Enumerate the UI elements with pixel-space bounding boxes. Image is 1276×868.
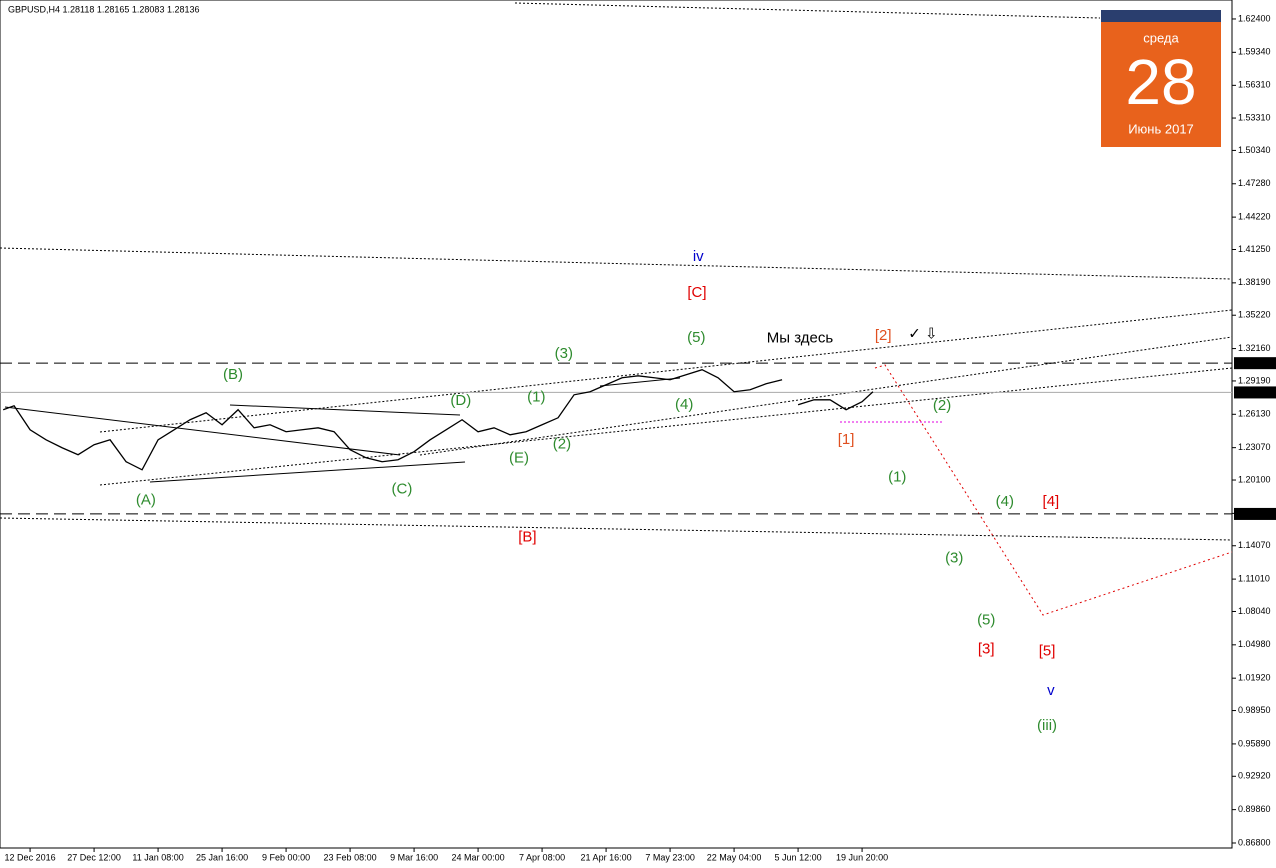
wave-label: Мы здесь: [767, 330, 834, 347]
wave-label: (1): [527, 389, 545, 406]
plot-frame: [0, 0, 1233, 849]
y-tick-label: 1.38190: [1238, 277, 1271, 287]
y-tick-label: 1.50340: [1238, 145, 1271, 155]
x-tick-label: 19 Jun 20:00: [836, 852, 888, 862]
wave-label: [3]: [978, 641, 995, 658]
price-line: [2, 369, 874, 471]
x-tick-label: 7 Apr 08:00: [519, 852, 565, 862]
wave-label: (3): [555, 345, 573, 362]
wave-label: [4]: [1043, 493, 1060, 510]
y-tick-label: 0.89860: [1238, 804, 1271, 814]
level-box: [1234, 386, 1276, 399]
y-tick-label: 1.20100: [1238, 474, 1271, 484]
trend-lines: [0, 2, 1233, 616]
y-tick-label: 1.32160: [1238, 343, 1271, 353]
wave-label: (iii): [1037, 717, 1057, 734]
y-tick-label: 0.98950: [1238, 705, 1271, 715]
wave-label: (4): [675, 396, 693, 413]
x-tick-label: 25 Jan 16:00: [196, 852, 248, 862]
y-tick-label: 1.62400: [1238, 13, 1271, 23]
wave-label: (A): [136, 492, 156, 509]
wave-label: (3): [945, 550, 963, 567]
wave-label: [B]: [518, 529, 536, 546]
y-tick-label: 1.35220: [1238, 310, 1271, 320]
y-tick-label: 0.95890: [1238, 738, 1271, 748]
y-tick-label: 1.53310: [1238, 112, 1271, 122]
x-tick-label: 21 Apr 16:00: [581, 852, 632, 862]
x-tick-label: 24 Mar 00:00: [452, 852, 505, 862]
wave-label: ✓ ⇩: [908, 325, 937, 342]
level-label: 1.28136: [1237, 387, 1270, 397]
y-tick-label: 1.47280: [1238, 178, 1271, 188]
wave-label: (2): [933, 397, 951, 414]
x-tick-label: 7 May 23:00: [645, 852, 695, 862]
wave-label: (5): [687, 329, 705, 346]
wave-label: [5]: [1039, 643, 1056, 660]
x-tick-label: 11 Jan 08:00: [132, 852, 183, 862]
wave-label: [1]: [838, 431, 855, 448]
x-tick-label: 9 Feb 00:00: [262, 852, 310, 862]
y-tick-label: 1.01920: [1238, 673, 1271, 683]
x-tick-label: 9 Mar 16:00: [390, 852, 438, 862]
calendar: среда 28 Июнь 2017: [1101, 10, 1221, 147]
wave-label: (5): [977, 612, 995, 629]
calendar-month: Июнь 2017: [1128, 121, 1194, 136]
wave-label: (2): [553, 436, 571, 453]
calendar-day: 28: [1125, 46, 1196, 118]
level-label: 1.30821: [1237, 358, 1270, 368]
y-tick-label: 0.92920: [1238, 771, 1271, 781]
y-tick-label: 1.41250: [1238, 244, 1271, 254]
wave-label: (4): [996, 493, 1014, 510]
y-tick-label: 1.08040: [1238, 606, 1271, 616]
x-tick-label: 5 Jun 12:00: [775, 852, 822, 862]
y-tick-label: 1.44220: [1238, 211, 1271, 221]
y-tick-label: 1.23070: [1238, 442, 1271, 452]
y-tick-label: 1.04980: [1238, 639, 1271, 649]
chart-title: GBPUSD,H4 1.28118 1.28165 1.28083 1.2813…: [8, 4, 199, 14]
wave-label: v: [1047, 682, 1055, 699]
y-tick-label: 1.56310: [1238, 80, 1271, 90]
y-tick-label: 1.14070: [1238, 540, 1271, 550]
y-tick-label: 1.29190: [1238, 375, 1271, 385]
level-box: [1234, 357, 1276, 370]
wave-label: iv: [693, 248, 704, 265]
y-tick-label: 0.86800: [1238, 837, 1271, 847]
wave-label: [2]: [875, 327, 892, 344]
level-label: 1.16989: [1237, 508, 1270, 518]
wave-label: (E): [509, 450, 529, 467]
calendar-weekday: среда: [1143, 30, 1179, 45]
x-tick-label: 12 Dec 2016: [5, 852, 56, 862]
wave-label: (D): [450, 392, 471, 409]
x-tick-label: 27 Dec 12:00: [67, 852, 121, 862]
x-tick-label: 23 Feb 08:00: [324, 852, 377, 862]
wave-label: (B): [223, 366, 243, 383]
y-tick-label: 1.11010: [1238, 573, 1270, 583]
y-tick-label: 1.26130: [1238, 409, 1271, 419]
wave-label: [C]: [687, 284, 706, 301]
level-box: [1234, 507, 1276, 520]
wave-label: (1): [888, 469, 906, 486]
y-tick-label: 1.59340: [1238, 47, 1271, 57]
wave-label: (C): [392, 481, 413, 498]
x-tick-label: 22 May 04:00: [707, 852, 762, 862]
